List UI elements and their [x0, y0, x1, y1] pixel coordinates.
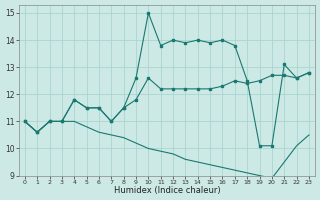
X-axis label: Humidex (Indice chaleur): Humidex (Indice chaleur): [114, 186, 220, 195]
